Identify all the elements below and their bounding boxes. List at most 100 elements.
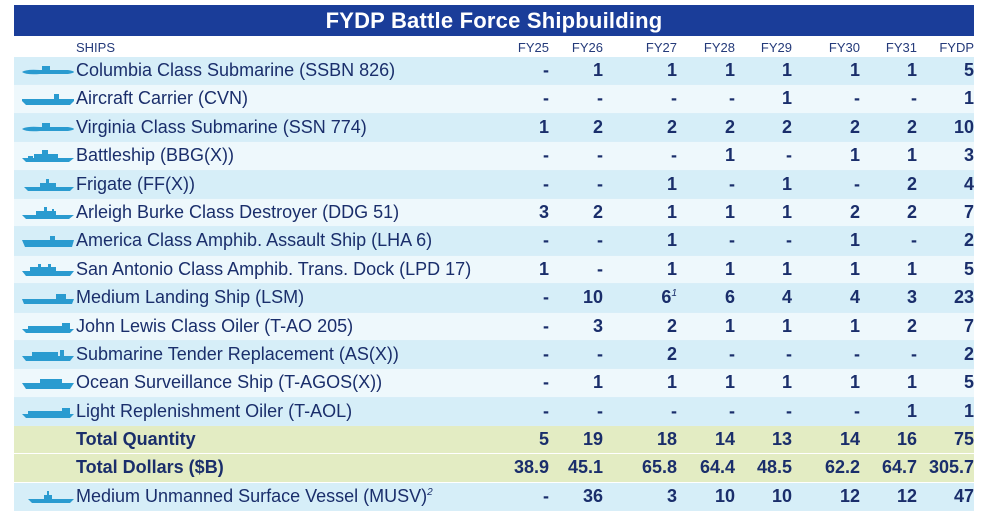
quantity-cell: 16 (867, 429, 917, 450)
quantity-cell: 2 (553, 117, 603, 138)
fydp-total-cell: 7 (924, 202, 974, 223)
quantity-cell: - (685, 88, 735, 109)
cell-value: 10 (771, 485, 792, 506)
ship-name-text: San Antonio Class Amphib. Trans. Dock (L… (76, 258, 472, 279)
quantity-cell: - (553, 401, 603, 422)
quantity-cell: 1 (685, 372, 735, 393)
ship-name: Total Quantity (76, 429, 196, 450)
quantity-cell: - (867, 230, 917, 251)
quantity-cell: 45.1 (553, 457, 603, 478)
quantity-cell: 1 (810, 259, 860, 280)
quantity-cell: 1 (867, 60, 917, 81)
quantity-cell: 1 (685, 145, 735, 166)
fydp-total-cell: 2 (924, 230, 974, 251)
cell-value: 2 (963, 230, 974, 251)
quantity-cell: - (742, 344, 792, 365)
cell-value: 7 (963, 315, 974, 336)
table-row: Ocean Surveillance Ship (T-AGOS(X)) - 1 1 1 1… (14, 369, 974, 398)
cell-value: 38.9 (513, 457, 549, 478)
quantity-cell: 1 (742, 202, 792, 223)
shipbuilding-table: Columbia Class Submarine (SSBN 826) - 1 1 1 1… (14, 57, 974, 511)
quantity-cell: - (499, 287, 549, 308)
quantity-cell: - (685, 230, 735, 251)
oiler-icon (22, 407, 74, 418)
submarine-tender-icon (22, 349, 74, 361)
quantity-cell: 2 (742, 117, 792, 138)
fydp-total-cell: 47 (924, 486, 974, 507)
quantity-cell: - (499, 344, 549, 365)
quantity-cell: - (810, 88, 860, 109)
cell-value: - (543, 372, 549, 393)
cell-value: 64.4 (699, 457, 735, 478)
cell-value: 2 (666, 116, 677, 137)
quantity-cell: - (553, 88, 603, 109)
cell-value: 2 (592, 116, 603, 137)
cell-value: 1 (781, 258, 792, 279)
cell-value: 1 (592, 60, 603, 80)
cell-value: - (911, 343, 917, 364)
cell-value: 5 (963, 258, 974, 279)
table-row: San Antonio Class Amphib. Trans. Dock (L… (14, 255, 974, 285)
fydp-total-cell: 4 (924, 174, 974, 195)
cell-value: 1 (538, 116, 549, 137)
cell-value: - (543, 400, 549, 421)
cell-value: 1 (781, 201, 792, 222)
quantity-cell: 61 (627, 287, 677, 308)
amphibious-assault-ship-icon (22, 236, 74, 248)
quantity-cell: - (499, 372, 549, 393)
cell-value: 2 (781, 116, 792, 137)
cell-value: - (786, 343, 792, 364)
quantity-cell: 1 (867, 401, 917, 422)
quantity-cell: - (627, 88, 677, 109)
cell-value: 2 (906, 315, 917, 336)
quantity-cell: - (499, 486, 549, 507)
cell-value: 4 (963, 173, 974, 194)
cell-value: 2 (906, 201, 917, 222)
cell-value: 1 (849, 315, 860, 336)
quantity-cell: 1 (742, 88, 792, 109)
table-row: Light Replenishment Oiler (T-AOL) - - - - - - 1… (14, 397, 974, 427)
cell-value: 12 (839, 485, 860, 506)
ship-name-text: Submarine Tender Replacement (AS(X)) (76, 343, 399, 364)
quantity-cell: 48.5 (742, 457, 792, 478)
quantity-cell: 1 (685, 202, 735, 223)
quantity-cell: - (553, 259, 603, 280)
ship-name-text: Total Dollars ($B) (76, 457, 224, 478)
table-row: Virginia Class Submarine (SSN 774) 1 2 2 2 2 2… (14, 113, 974, 143)
quantity-cell: - (810, 401, 860, 422)
cell-value: 36 (582, 485, 603, 506)
cell-value: 2 (906, 173, 917, 194)
cell-value: 1 (906, 60, 917, 80)
cell-value: 1 (538, 258, 549, 279)
ships-column-header: SHIPS (76, 40, 116, 55)
cell-value: 45.1 (567, 457, 603, 478)
cell-value: - (597, 173, 603, 194)
ship-name-text: Columbia Class Submarine (SSBN 826) (76, 60, 396, 80)
quantity-cell: 14 (685, 429, 735, 450)
quantity-cell: - (499, 60, 549, 81)
quantity-cell: 62.2 (810, 457, 860, 478)
ship-name-text: Ocean Surveillance Ship (T-AGOS(X)) (76, 372, 383, 393)
cell-value: 1 (906, 145, 917, 166)
ship-name-text: Frigate (FF(X)) (76, 173, 195, 194)
cell-value: 1 (666, 201, 677, 222)
cell-value: 65.8 (641, 457, 677, 478)
quantity-cell: 1 (685, 60, 735, 81)
quantity-cell: - (867, 344, 917, 365)
cell-value: 1 (849, 145, 860, 166)
cell-value: 1 (906, 400, 917, 421)
cell-value: 2 (963, 343, 974, 364)
quantity-cell: - (627, 401, 677, 422)
quantity-cell: 1 (867, 259, 917, 280)
quantity-cell: 1 (553, 372, 603, 393)
quantity-cell: - (867, 88, 917, 109)
quantity-cell: 1 (499, 259, 549, 280)
cell-value: 2 (666, 315, 677, 336)
ship-name: America Class Amphib. Assault Ship (LHA … (76, 230, 432, 251)
cell-value: 10 (582, 287, 603, 308)
cell-value: 1 (592, 372, 603, 393)
quantity-cell: 2 (867, 174, 917, 195)
cell-value: - (543, 343, 549, 364)
table-row: John Lewis Class Oiler (T-AO 205) - 3 2 1 1 1 2… (14, 312, 974, 341)
quantity-cell: 4 (742, 287, 792, 308)
